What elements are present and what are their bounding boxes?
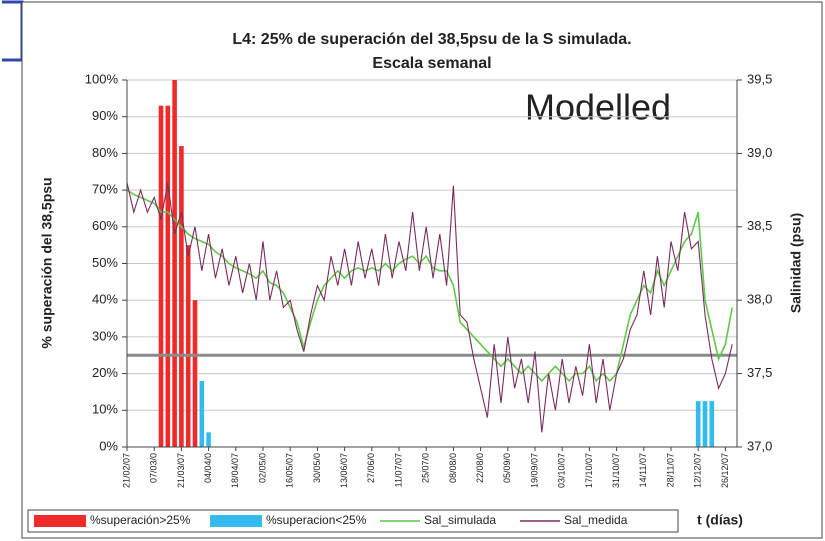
x-tick-label: 16/05/07: [285, 453, 295, 488]
bar: [179, 146, 184, 447]
x-tick-label: 21/03/07: [176, 453, 186, 488]
y2-tick-label: 39,5: [747, 71, 772, 86]
y-tick-label: 100%: [85, 71, 119, 86]
x-tick-label: 19/09/07: [529, 453, 539, 488]
corner-bracket: [2, 0, 24, 62]
chart-frame: [21, 1, 823, 539]
annotation: Modelled: [525, 87, 671, 128]
bar: [702, 401, 708, 447]
legend-box: [27, 509, 679, 533]
y2-axis-label: Salinidad (psu): [788, 213, 804, 313]
legend-label: Sal_simulada: [424, 513, 496, 527]
x-tick-label: 08/08/0: [448, 453, 458, 483]
x-tick-label: 05/09/0: [502, 453, 512, 483]
bar: [709, 401, 715, 447]
chart-subtitle: Escala semanal: [372, 55, 491, 72]
x-tick-label: 31/10/07: [611, 453, 621, 488]
x-tick-label: 22/08/0: [475, 453, 485, 483]
x-tick-label: 12/12/07: [693, 453, 703, 488]
x-tick-label: 26/12/07: [720, 453, 730, 488]
y-tick-label: 90%: [92, 108, 118, 123]
bar: [199, 380, 205, 447]
y-tick-label: 60%: [92, 218, 118, 233]
x-tick-label: 18/04/07: [230, 453, 240, 488]
x-tick-label: 03/10/07: [557, 453, 567, 488]
bar: [172, 80, 177, 447]
legend-swatch: [210, 515, 262, 527]
x-tick-label: 27/06/0: [366, 453, 376, 483]
y-tick-label: 20%: [92, 365, 118, 380]
bar: [158, 105, 164, 447]
x-tick-label: 02/05/0: [257, 453, 267, 483]
x-tick-label: 14/11/07: [638, 453, 648, 487]
bar: [165, 105, 171, 447]
x-tick-label: 25/07/0: [421, 453, 431, 483]
y-tick-label: 10%: [92, 402, 118, 417]
legend-label: %superación>25%: [90, 513, 191, 527]
y2-tick-label: 39,0: [747, 145, 772, 160]
legend-label: Sal_medida: [564, 513, 628, 527]
line: [126, 182, 733, 433]
bar: [185, 245, 191, 447]
legend-label: %superacion<25%: [266, 513, 367, 527]
y2-tick-label: 38,5: [747, 218, 772, 233]
y-axis-label: % superación del 38,5psu: [39, 177, 55, 348]
x-tick-label: 21/02/07: [121, 453, 131, 488]
chart-title: L4: 25% de superación del 38,5psu de la …: [232, 31, 631, 48]
y-tick-label: 70%: [92, 182, 118, 197]
y-tick-label: 40%: [92, 292, 118, 307]
bar: [192, 300, 198, 447]
x-tick-label: 30/05/0: [312, 453, 322, 483]
y-tick-label: 0%: [99, 438, 118, 453]
x-tick-label: 28/11/07: [665, 453, 675, 487]
x-tick-label: 17/10/07: [584, 453, 594, 488]
x-axis-label: t (días): [697, 512, 743, 528]
x-tick-label: 13/06/07: [339, 453, 349, 488]
legend-swatch: [34, 515, 86, 527]
bar: [695, 401, 701, 447]
y2-tick-label: 38,0: [747, 292, 772, 307]
x-tick-label: 11/07/07: [393, 453, 403, 487]
x-tick-label: 04/04/0: [203, 453, 213, 483]
bar: [206, 432, 211, 447]
y-tick-label: 50%: [92, 255, 118, 270]
y-tick-label: 30%: [92, 328, 118, 343]
line: [126, 189, 733, 383]
y-tick-label: 80%: [92, 145, 118, 160]
y2-tick-label: 37,0: [747, 438, 772, 453]
x-tick-label: 07/03/0: [149, 453, 159, 483]
y2-tick-label: 37,5: [747, 365, 772, 380]
